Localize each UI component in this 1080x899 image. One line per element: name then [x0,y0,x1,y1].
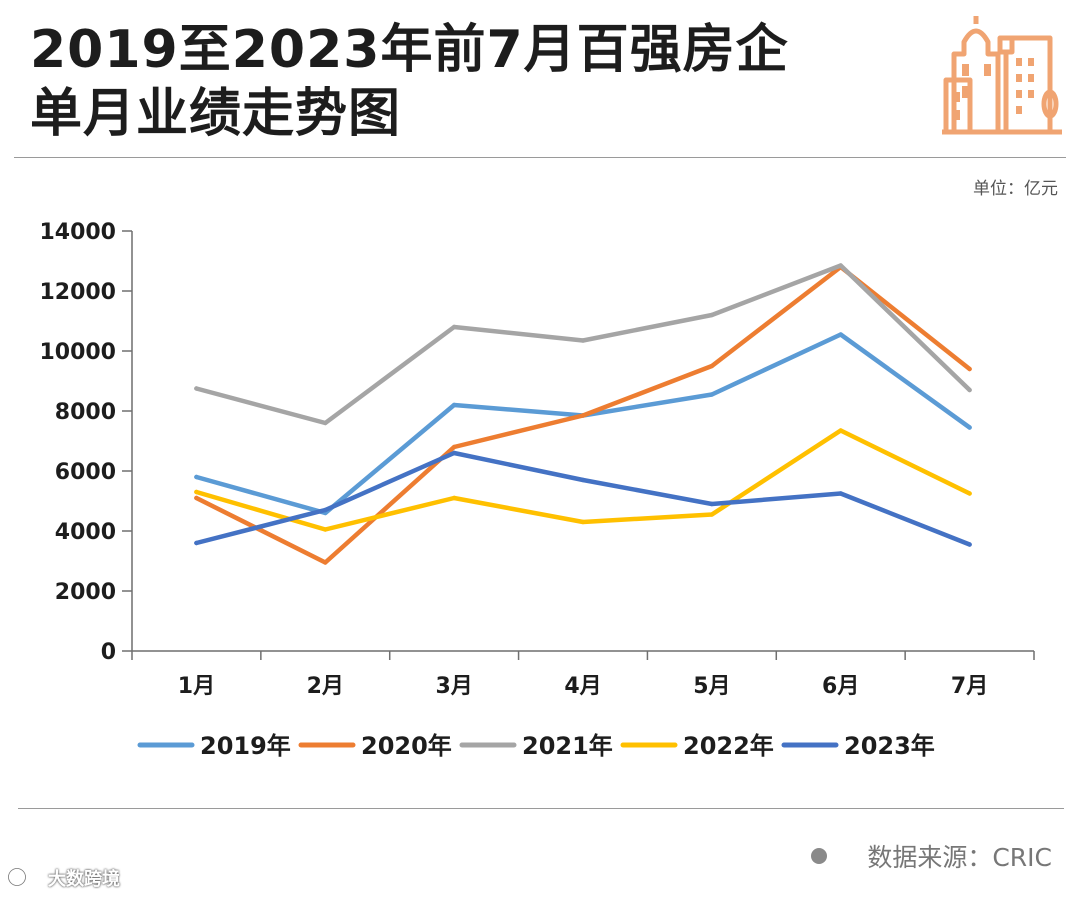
page-title: 2019至2023年前7月百强房企 单月业绩走势图 [30,18,910,146]
data-point [323,420,328,426]
x-tick-label: 5月 [693,674,730,699]
data-point [323,527,328,532]
y-tick-label: 12000 [39,280,116,305]
y-axis: 0 2000 4000 6000 8000 10000 12000 14000 [39,220,133,665]
data-point [451,450,457,456]
data-point [838,332,843,337]
data-point [580,413,586,418]
legend-label: 2021年 [522,732,613,760]
x-tick-label: 7月 [951,674,988,699]
legend-label: 2023年 [844,732,935,760]
title-line-1: 2019至2023年前7月百强房企 [30,20,789,80]
footer-divider [18,808,1064,809]
watermark: 大数跨境 [8,865,120,891]
x-tick-label: 1月 [178,674,215,699]
data-point [967,387,972,393]
data-point [580,338,586,343]
x-tick-label: 6月 [822,674,859,699]
data-point [709,512,715,517]
x-axis: 1月 2月 3月 4月 5月 6月 7月 [131,650,1035,699]
data-point [194,474,199,480]
bullet-dot [811,848,828,864]
data-point [838,263,843,268]
data-point [838,491,843,496]
y-tick-label: 10000 [39,340,116,365]
y-tick-label: 6000 [55,460,116,485]
x-tick-label: 4月 [564,674,601,699]
unit-label: 单位：亿元 [973,179,1058,199]
y-tick-label: 0 [101,640,116,665]
data-point [838,428,843,433]
data-point [451,324,457,330]
data-point [451,444,457,450]
y-tick-label: 8000 [55,400,116,425]
y-tick-label: 2000 [55,580,116,605]
legend-label: 2022年 [683,732,774,760]
data-point [709,363,715,369]
data-point [194,540,199,546]
watermark-text: 大数跨境 [48,869,120,890]
y-tick-label: 4000 [55,520,116,545]
line-chart: 0 2000 4000 6000 8000 10000 12000 14000 1月 2月 3月 4… [39,220,1035,760]
data-point [323,560,328,565]
y-tick-label: 14000 [39,220,116,245]
data-point [580,477,586,483]
data-point [967,366,972,372]
title-line-2: 单月业绩走势图 [30,84,402,144]
city-buildings-icon [942,16,1062,135]
x-tick-label: 2月 [307,674,344,699]
series-line-2019年 [194,332,972,516]
legend-label: 2020年 [361,732,452,760]
data-point [194,386,199,391]
data-point [709,501,715,507]
data-point [967,491,972,496]
data-point [194,489,199,495]
data-point [323,507,328,513]
data-point [194,495,199,501]
legend: 2019年 2020年 2021年 2022年 2023年 [137,732,935,760]
source-text: 数据来源：CRIC [867,843,1052,872]
data-source: 数据来源：CRIC [811,838,1052,874]
data-point [451,495,457,501]
data-point [967,542,972,547]
data-point [967,425,972,430]
legend-label: 2019年 [200,732,291,760]
data-point [580,519,586,525]
series-line-2023年 [194,450,972,547]
data-point [451,402,457,408]
data-point [709,392,715,397]
series-lines [194,263,972,565]
data-point [709,312,715,318]
header-divider [14,157,1066,158]
x-tick-label: 3月 [435,674,472,699]
chat-bubbles-icon [8,868,44,886]
